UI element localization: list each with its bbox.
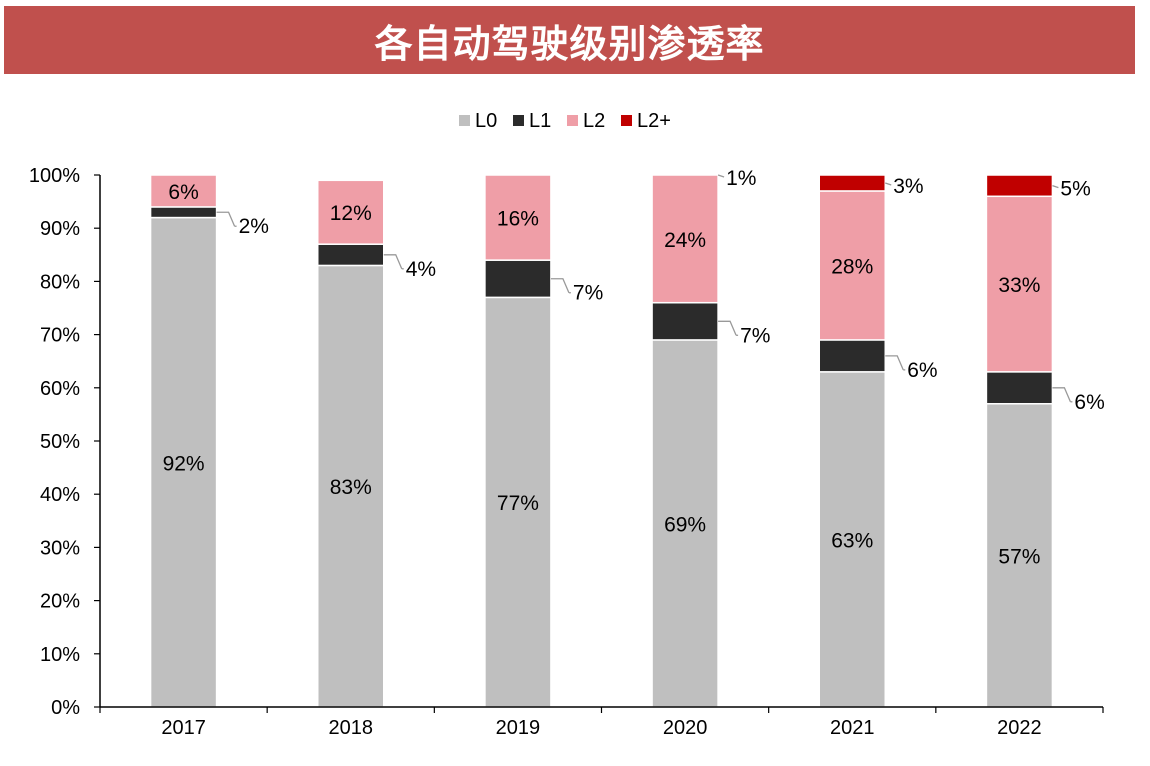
data-label: 5% bbox=[1060, 178, 1090, 201]
y-tick-label: 10% bbox=[40, 644, 80, 666]
data-label: 92% bbox=[163, 452, 205, 475]
y-tick-label: 40% bbox=[40, 484, 80, 506]
leader-line bbox=[1052, 387, 1072, 403]
legend: L0 L1 L2 L2+ bbox=[459, 110, 671, 132]
axes: 0% 10% 20% 30% 40% 50% 60% 70% 80% 90% 100% 2017 201… bbox=[29, 165, 1104, 739]
data-label: 69% bbox=[664, 513, 706, 536]
leader-line bbox=[216, 211, 236, 227]
bar-segment-l1-2017 bbox=[149, 206, 218, 219]
bar-segment-l1-2018 bbox=[317, 243, 385, 267]
x-tick-label: 2021 bbox=[830, 717, 875, 739]
legend-label: L1 bbox=[529, 110, 551, 132]
x-tick-label: 2019 bbox=[496, 717, 541, 739]
bar-segment-l1-2019 bbox=[484, 259, 552, 299]
leader-line bbox=[550, 278, 570, 293]
leader-line bbox=[717, 174, 725, 178]
bar-segment-l2-2018 bbox=[317, 179, 385, 245]
bars: 92% 2% 6% 83% 4% 12% 77% 7% 16% 69% 7% 24% 1% 63% 6% 28… bbox=[149, 167, 1105, 708]
y-tick-label: 30% bbox=[40, 537, 80, 559]
leader-line bbox=[718, 320, 737, 336]
data-label: 16% bbox=[497, 208, 539, 231]
x-tick-label: 2017 bbox=[161, 717, 206, 739]
bar-segment-l2-2017 bbox=[149, 174, 218, 208]
bar-segment-l0-2019 bbox=[484, 296, 552, 708]
data-label: 28% bbox=[831, 255, 873, 278]
data-label: 3% bbox=[893, 175, 923, 198]
bar-segment-l2-2021 bbox=[818, 190, 886, 341]
data-label: 24% bbox=[664, 229, 706, 252]
bar-segment-l2plus-2022 bbox=[985, 174, 1054, 198]
bar-segment-l1-2022 bbox=[985, 371, 1054, 405]
legend-label: L2+ bbox=[637, 110, 671, 132]
bar-segment-l0-2018 bbox=[317, 264, 385, 708]
legend-swatch-l2plus bbox=[621, 115, 632, 126]
data-label: 7% bbox=[573, 282, 603, 305]
bar-segment-l0-2022 bbox=[985, 403, 1054, 708]
data-label: 57% bbox=[998, 545, 1040, 568]
bar-segment-l2-2019 bbox=[484, 174, 552, 261]
y-tick-label: 100% bbox=[29, 165, 80, 187]
leader-line bbox=[1052, 185, 1059, 189]
legend-swatch-l2 bbox=[567, 115, 578, 126]
leader-line bbox=[383, 254, 403, 270]
data-label: 1% bbox=[726, 167, 756, 190]
bar-segment-l2-2022 bbox=[985, 195, 1054, 373]
leader-line bbox=[885, 182, 892, 186]
data-label: 63% bbox=[831, 529, 873, 552]
y-tick-label: 0% bbox=[51, 697, 80, 719]
data-label: 6% bbox=[907, 359, 937, 382]
data-label: 12% bbox=[330, 202, 372, 225]
bar-segment-l2plus-2021 bbox=[818, 174, 886, 192]
legend-swatch-l0 bbox=[459, 115, 470, 126]
y-tick-label: 50% bbox=[40, 431, 80, 453]
y-tick-label: 20% bbox=[40, 591, 80, 613]
data-label: 33% bbox=[998, 274, 1040, 297]
data-label: 77% bbox=[497, 492, 539, 515]
bar-segment-l1-2020 bbox=[651, 301, 719, 341]
x-tick-label: 2018 bbox=[329, 717, 374, 739]
bar-segment-l2-2020 bbox=[651, 174, 719, 304]
data-label: 4% bbox=[406, 258, 436, 281]
chart-title: 各自动驾驶级别渗透率 bbox=[4, 6, 1135, 74]
legend-label: L0 bbox=[475, 110, 497, 132]
bar-segment-l0-2021 bbox=[818, 371, 886, 708]
data-label: 83% bbox=[330, 476, 372, 499]
y-tick-label: 80% bbox=[40, 271, 80, 293]
y-tick-label: 90% bbox=[40, 218, 80, 240]
data-label: 2% bbox=[239, 215, 269, 238]
y-tick-label: 70% bbox=[40, 325, 80, 347]
x-tick-label: 2022 bbox=[997, 717, 1042, 739]
y-tick-label: 60% bbox=[40, 378, 80, 400]
legend-swatch-l1 bbox=[513, 115, 524, 126]
leader-line bbox=[885, 355, 904, 371]
data-label: 6% bbox=[168, 181, 198, 204]
bar-segment-l1-2021 bbox=[818, 339, 886, 373]
data-label: 7% bbox=[740, 324, 770, 347]
x-tick-label: 2020 bbox=[663, 717, 708, 739]
data-label: 6% bbox=[1074, 391, 1104, 414]
legend-label: L2 bbox=[583, 110, 605, 132]
